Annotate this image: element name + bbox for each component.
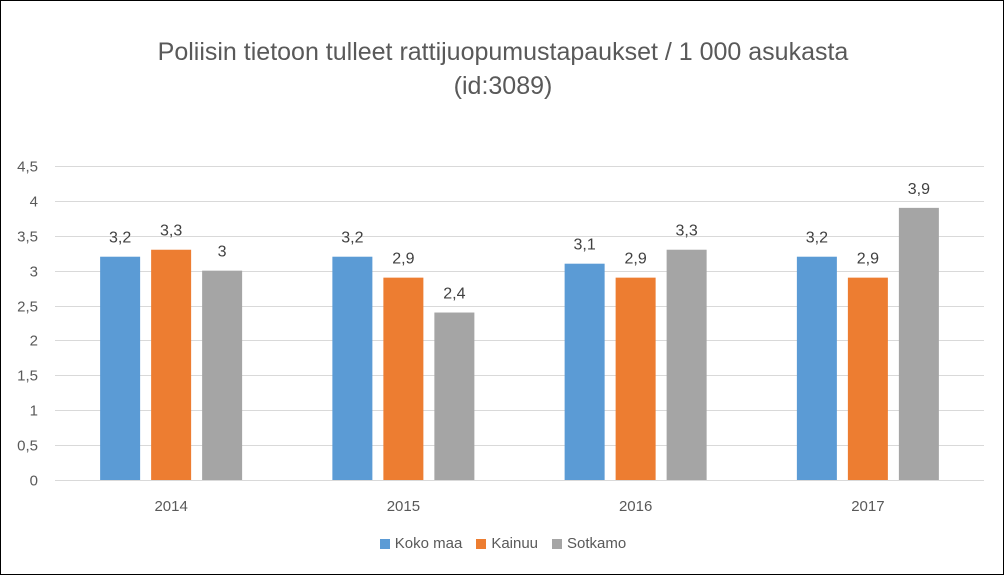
bar-2015-sotkamo [434, 312, 475, 480]
data-label-2016-koko-maa: 3,1 [574, 237, 596, 254]
y-tick-label-8: 4 [30, 194, 38, 211]
data-label-2015-koko-maa: 3,2 [341, 230, 363, 247]
data-label-2014-kainuu: 3,3 [160, 223, 182, 240]
chart-title-line2: (id:3089) [453, 72, 553, 100]
x-tick-label-2015: 2015 [387, 498, 420, 515]
data-label-2015-sotkamo: 2,4 [443, 286, 465, 303]
legend-swatch-koko-maa [379, 538, 390, 549]
y-tick-label-4: 2 [30, 333, 38, 350]
y-tick-label-7: 3,5 [17, 229, 38, 246]
x-tick-label-2016: 2016 [619, 498, 652, 515]
y-tick-label-1: 0,5 [17, 438, 38, 455]
data-label-2014-sotkamo: 3 [218, 244, 227, 261]
bar-2014-koko-maa [100, 256, 141, 480]
bar-2017-kainuu [847, 277, 888, 480]
legend-item-sotkamo: Sotkamo [552, 535, 626, 552]
chart-title-line1: Poliisin tietoon tulleet rattijuopumusta… [157, 38, 849, 66]
bar-2015-kainuu [383, 277, 424, 480]
y-tick-label-5: 2,5 [17, 299, 38, 316]
legend-item-kainuu: Kainuu [476, 535, 538, 552]
legend-swatch-kainuu [476, 538, 487, 549]
data-label-2017-koko-maa: 3,2 [806, 230, 828, 247]
y-tick-label-2: 1 [30, 403, 38, 420]
data-label-2016-sotkamo: 3,3 [676, 223, 698, 240]
data-label-2017-kainuu: 2,9 [857, 251, 879, 268]
bar-2017-koko-maa [796, 256, 837, 480]
data-label-2016-kainuu: 2,9 [625, 251, 647, 268]
bar-2015-koko-maa [332, 256, 373, 480]
data-label-2015-kainuu: 2,9 [392, 251, 414, 268]
data-label-2014-koko-maa: 3,2 [109, 230, 131, 247]
legend-item-koko-maa: Koko maa [379, 535, 463, 552]
bar-2016-kainuu [615, 277, 656, 480]
y-tick-label-0: 0 [30, 473, 38, 490]
x-tick-label-2014: 2014 [154, 498, 187, 515]
y-tick-label-6: 3 [30, 264, 38, 281]
legend-label-koko-maa: Koko maa [394, 535, 463, 552]
bar-2014-kainuu [151, 249, 192, 480]
bar-2016-sotkamo [666, 249, 707, 480]
chart-title: Poliisin tietoon tulleet rattijuopumusta… [1, 35, 1004, 103]
x-tick-label-2017: 2017 [851, 498, 884, 515]
bar-2014-sotkamo [202, 270, 243, 480]
y-tick-label-9: 4,5 [17, 159, 38, 176]
y-tick-label-3: 1,5 [17, 368, 38, 385]
legend-label-kainuu: Kainuu [491, 535, 539, 552]
bar-2016-koko-maa [564, 263, 605, 480]
legend-label-sotkamo: Sotkamo [567, 535, 627, 552]
legend-swatch-sotkamo [552, 538, 563, 549]
legend: Koko maa Kainuu Sotkamo [1, 535, 1004, 552]
data-label-2017-sotkamo: 3,9 [908, 181, 930, 198]
bar-2017-sotkamo [898, 207, 939, 480]
